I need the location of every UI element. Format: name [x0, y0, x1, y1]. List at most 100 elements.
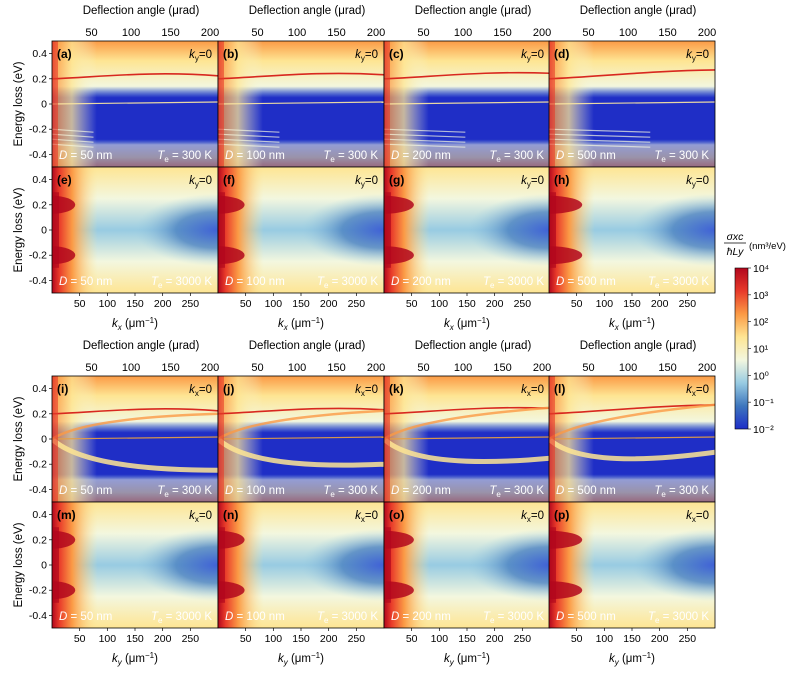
- panel-tag: ky=0: [521, 175, 544, 189]
- x-axis-label: kx (μm−1): [609, 316, 655, 332]
- heatmap-body: [549, 502, 715, 628]
- x-tick-label: 150: [623, 633, 641, 645]
- heatmap-body: [52, 41, 218, 167]
- dispersion-branch: [384, 437, 550, 465]
- heatmap-edge: [52, 527, 59, 603]
- panel-diameter: D = 500 nm: [556, 276, 616, 288]
- top-tick-label: 150: [658, 27, 676, 39]
- x-tick-label: 100: [596, 633, 614, 645]
- x-tick-label: 150: [126, 298, 144, 310]
- heatmap-body: [218, 502, 384, 628]
- panel-tag: ky=0: [189, 49, 212, 63]
- heatmap-body: [384, 376, 550, 502]
- x-tick-label: 200: [320, 633, 338, 645]
- top-tick-label: 50: [417, 362, 429, 374]
- panel-tag: kx=0: [686, 510, 709, 524]
- panel-letter: (o): [389, 508, 404, 522]
- panel-diameter: D = 100 nm: [225, 150, 285, 162]
- panel-temperature: Te = 300 K: [323, 485, 378, 499]
- top-tick-label: 50: [251, 362, 263, 374]
- panel-temperature: Te = 300 K: [157, 150, 212, 164]
- heatmap-panel: (p) kx=0 D = 500 nm Te = 3000 K: [548, 501, 716, 629]
- dispersion-streak: [218, 138, 280, 143]
- dispersion-streak: [384, 138, 466, 143]
- y-tick-label: 0.2: [32, 199, 47, 211]
- dispersion-curve: [549, 436, 715, 440]
- panel-diameter: D = 200 nm: [391, 276, 451, 288]
- heatmap-panel: (k) kx=0 D = 200 nm Te = 300 K: [383, 375, 551, 503]
- heatmap-panel: (d) ky=0 D = 500 nm Te = 300 K: [548, 40, 716, 168]
- dispersion-branch: [218, 437, 384, 468]
- x-tick-label: 150: [126, 633, 144, 645]
- heatmap-body: [52, 376, 218, 502]
- panel-temperature: Te = 3000 K: [151, 611, 212, 625]
- heatmap-edge: [52, 41, 58, 167]
- top-axis-label: Deflection angle (μrad): [249, 340, 366, 352]
- dispersion-streak: [549, 133, 651, 138]
- colorbar-tick-label: 10⁻²: [753, 424, 774, 436]
- colorbar-gradient: [734, 267, 749, 430]
- x-tick-label: 100: [265, 633, 283, 645]
- colorbar-tick-label: 10³: [753, 290, 769, 302]
- top-tick-label: 50: [251, 27, 263, 39]
- heatmap-body: [384, 41, 550, 167]
- heatmap-hot-lobe: [384, 195, 414, 214]
- x-tick-label: 200: [154, 633, 172, 645]
- x-tick-label: 250: [348, 633, 366, 645]
- colorbar-tick-label: 10¹: [753, 344, 769, 356]
- y-axis-label: Energy loss (eV): [13, 522, 25, 607]
- y-tick-label: 0.4: [32, 48, 47, 60]
- panel-diameter: D = 50 nm: [59, 276, 112, 288]
- colorbar-tick-label: 10²: [753, 317, 769, 329]
- panel-letter: (l): [554, 382, 565, 396]
- x-tick-label: 50: [240, 633, 252, 645]
- heatmap-body: [549, 376, 715, 502]
- heatmap-panel: (l) kx=0 D = 500 nm Te = 300 K: [548, 375, 716, 503]
- panel-letter: (e): [57, 173, 72, 187]
- x-tick-label: 150: [458, 633, 476, 645]
- top-tick-label: 100: [122, 362, 140, 374]
- top-tick-label: 150: [658, 362, 676, 374]
- y-tick-label: -0.4: [29, 484, 47, 496]
- top-tick-label: 150: [161, 362, 179, 374]
- panel-diameter: D = 500 nm: [556, 150, 616, 162]
- heatmap-panel: (e) ky=0 D = 50 nm Te = 3000 K: [51, 166, 219, 294]
- panel-letter: (d): [554, 47, 569, 61]
- dispersion-curve: [218, 101, 384, 105]
- panel-tag: kx=0: [189, 384, 212, 398]
- panel-temperature: Te = 3000 K: [317, 611, 378, 625]
- top-tick-label: 150: [161, 27, 179, 39]
- x-tick-label: 50: [406, 298, 418, 310]
- panel-tag: ky=0: [355, 49, 378, 63]
- colorbar-tick-label: 10⁰: [753, 370, 769, 382]
- top-tick-label: 200: [367, 27, 385, 39]
- panel-letter: (a): [57, 47, 72, 61]
- heatmap-edge: [549, 41, 555, 167]
- panel-diameter: D = 500 nm: [556, 485, 616, 497]
- y-tick-label: -0.2: [29, 250, 47, 262]
- top-tick-label: 200: [698, 362, 716, 374]
- panel-tag: kx=0: [189, 510, 212, 524]
- heatmap-hot-lobe: [384, 246, 414, 265]
- heatmap-panel: (i) kx=0 D = 50 nm Te = 300 K: [51, 375, 219, 503]
- x-tick-label: 100: [431, 298, 449, 310]
- panel-temperature: Te = 300 K: [489, 150, 544, 164]
- y-tick-label: 0.2: [32, 534, 47, 546]
- colorbar-label-numerator: σxc: [727, 231, 745, 243]
- dispersion-streak: [52, 128, 94, 133]
- panel-letter: (f): [223, 173, 235, 187]
- y-tick-label: 0.4: [32, 509, 47, 521]
- panel-tag: ky=0: [189, 175, 212, 189]
- panel-temperature: Te = 300 K: [157, 485, 212, 499]
- top-tick-label: 100: [288, 27, 306, 39]
- panel-tag: kx=0: [521, 510, 544, 524]
- y-tick-label: -0.2: [29, 459, 47, 471]
- x-tick-label: 200: [154, 298, 172, 310]
- x-axis-label: ky (μm−1): [609, 651, 655, 667]
- dispersion-streak: [384, 143, 466, 148]
- panel-letter: (b): [223, 47, 238, 61]
- panel-diameter: D = 500 nm: [556, 611, 616, 623]
- colorbar-label-denominator: ħLy: [727, 246, 744, 258]
- x-tick-label: 50: [571, 633, 583, 645]
